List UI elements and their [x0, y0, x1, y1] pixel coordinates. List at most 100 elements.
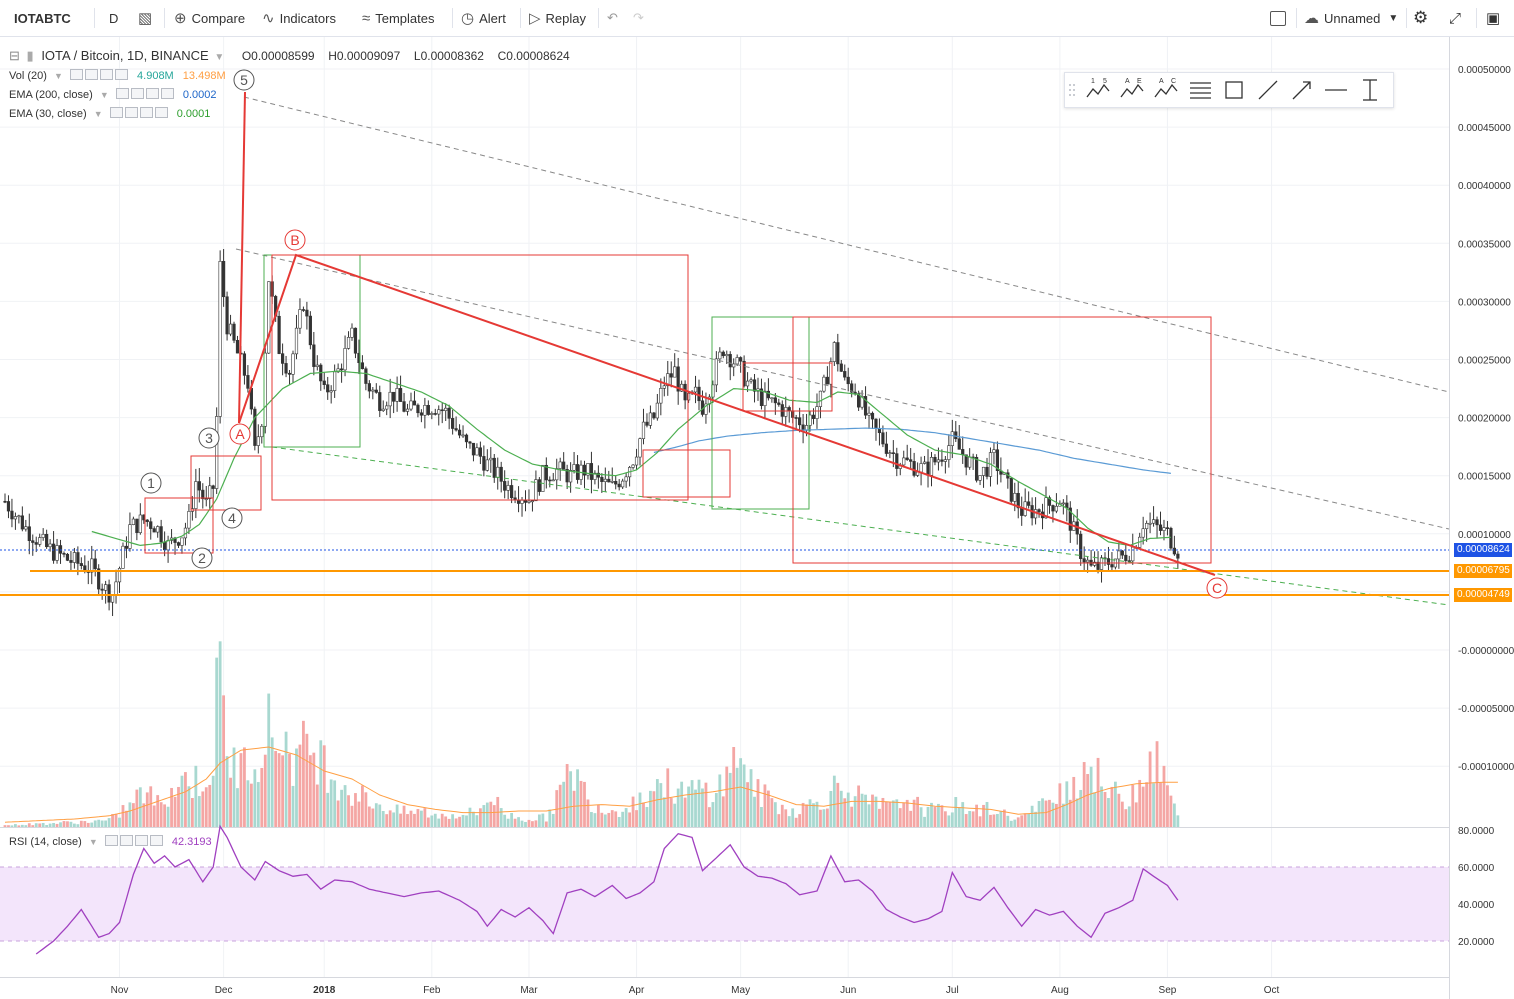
gear-icon[interactable]	[84, 69, 98, 80]
chart-type-button[interactable]: ▧	[138, 0, 157, 36]
eye-icon[interactable]	[69, 69, 83, 80]
pattern-box-5[interactable]	[642, 449, 731, 498]
symbol-search-button[interactable]: IOTABTC	[14, 0, 71, 36]
rsi-axis[interactable]: 80.0000 60.0000 40.0000 20.0000	[1458, 826, 1495, 948]
pattern-box-2[interactable]	[190, 455, 262, 511]
close-icon[interactable]	[149, 835, 163, 846]
eye-icon[interactable]	[104, 835, 118, 846]
wave-label-2[interactable]: 2	[191, 547, 213, 569]
volume-bar	[225, 756, 229, 827]
pattern-box-1[interactable]	[144, 497, 214, 554]
volume-bar	[426, 817, 430, 827]
wave-label-4[interactable]: 4	[221, 507, 243, 529]
close-icon[interactable]	[160, 88, 174, 99]
candle-body	[398, 388, 403, 402]
settings-button[interactable]: ⚙	[1413, 0, 1428, 36]
price-axis[interactable]: 0.00050000 0.00045000 0.00040000 0.00035000…	[1458, 65, 1514, 773]
candle-body	[888, 452, 892, 454]
pattern-box-4[interactable]	[271, 254, 689, 501]
wave-label-3[interactable]: 3	[198, 427, 220, 449]
collapse-icon[interactable]: ⊟	[9, 48, 20, 63]
volume-bar	[215, 657, 219, 827]
redo-button[interactable]: ↷	[633, 0, 644, 36]
candle-body	[138, 514, 142, 533]
volume-bar	[1027, 813, 1031, 827]
chevron-down-icon[interactable]: ▼	[53, 71, 63, 81]
rectangle-tool[interactable]	[1217, 73, 1251, 107]
undo-button[interactable]: ↶	[607, 0, 618, 36]
horizontal-ray-tool[interactable]	[1319, 73, 1353, 107]
volume-bar	[430, 815, 434, 827]
candle-body	[1044, 497, 1048, 519]
volume-bar	[59, 822, 62, 827]
candle-body	[1016, 492, 1020, 509]
upper-trendline-1[interactable]	[243, 96, 1450, 393]
close-icon[interactable]	[114, 69, 128, 80]
plus-icon[interactable]	[134, 835, 148, 846]
high-value: H0.00009097	[328, 49, 401, 63]
pattern-box-7[interactable]	[742, 362, 833, 412]
wave-label-c[interactable]: C	[1206, 577, 1228, 599]
price-chart[interactable]: 1 2 3 4 5 A B C 0.000500000.000450000.00…	[0, 37, 1514, 999]
eye-icon[interactable]	[109, 107, 123, 118]
plus-icon[interactable]	[145, 88, 159, 99]
candle-body	[215, 416, 219, 489]
drag-handle[interactable]	[1065, 73, 1079, 107]
indicators-button[interactable]: ∿ Indicators	[262, 0, 336, 36]
gear-icon[interactable]	[130, 88, 144, 99]
chevron-down-icon[interactable]: ▼	[93, 109, 103, 119]
replay-button[interactable]: ▷ Replay	[529, 0, 586, 36]
alert-button[interactable]: ◷ Alert	[461, 0, 506, 36]
volume-bar	[697, 779, 701, 827]
wave-label-5[interactable]: 5	[233, 69, 255, 91]
trendline-tool[interactable]	[1251, 73, 1285, 107]
layout-menu-button[interactable]: ☁ Unnamed ▼	[1304, 0, 1398, 36]
wave-correction-line[interactable]	[238, 253, 1216, 576]
fullscreen-layout-button[interactable]	[1270, 0, 1286, 36]
candle-body	[940, 459, 944, 462]
fullscreen-button[interactable]: ⤢	[1449, 0, 1461, 36]
pattern-box-8[interactable]	[792, 316, 1212, 564]
snapshot-button[interactable]: ▣	[1486, 0, 1500, 36]
candle-body	[433, 413, 437, 415]
candle-body	[964, 454, 968, 468]
templates-button[interactable]: ≈ Templates	[362, 0, 434, 36]
volume-ma-value: 13.498M	[182, 70, 226, 82]
wave-label-a[interactable]: A	[229, 423, 251, 445]
volume-bar	[933, 806, 937, 827]
eye-icon[interactable]	[115, 88, 129, 99]
gear-icon[interactable]	[124, 107, 138, 118]
volume-bar	[86, 822, 90, 827]
gear-icon[interactable]	[119, 835, 133, 846]
plus-icon[interactable]	[139, 107, 153, 118]
wave-label-b[interactable]: B	[284, 229, 306, 251]
candle-body	[100, 588, 104, 591]
volume-bar	[322, 745, 326, 827]
upper-trendline-2[interactable]	[235, 248, 1450, 530]
candle-body	[468, 441, 472, 444]
svg-text:A: A	[1125, 78, 1130, 85]
interval-button[interactable]: D	[109, 0, 118, 36]
arrow-tool[interactable]	[1285, 73, 1319, 107]
wave-impulse-line[interactable]	[238, 91, 246, 424]
chevron-down-icon[interactable]: ▼	[88, 837, 98, 847]
wave-label-1[interactable]: 1	[140, 472, 162, 494]
plus-icon[interactable]	[99, 69, 113, 80]
lower-trendline[interactable]	[271, 446, 1450, 606]
time-tick-label: 2018	[313, 985, 336, 996]
pattern-box-6[interactable]	[711, 316, 810, 510]
chevron-down-icon[interactable]: ▼	[214, 52, 225, 63]
close-icon[interactable]	[154, 107, 168, 118]
compare-button[interactable]: ⊕ Compare	[174, 0, 245, 36]
chevron-down-icon[interactable]: ▼	[99, 90, 109, 100]
volume-bar	[1075, 798, 1079, 827]
lines-tool[interactable]	[1183, 73, 1217, 107]
volume-bar	[662, 797, 666, 827]
time-axis[interactable]: Nov Dec 2018 Feb Mar Apr May Jun Jul Aug Sep Oct	[111, 985, 1280, 996]
vertical-line-tool[interactable]	[1353, 73, 1387, 107]
volume-bar	[923, 816, 926, 827]
candle-body	[24, 526, 28, 530]
